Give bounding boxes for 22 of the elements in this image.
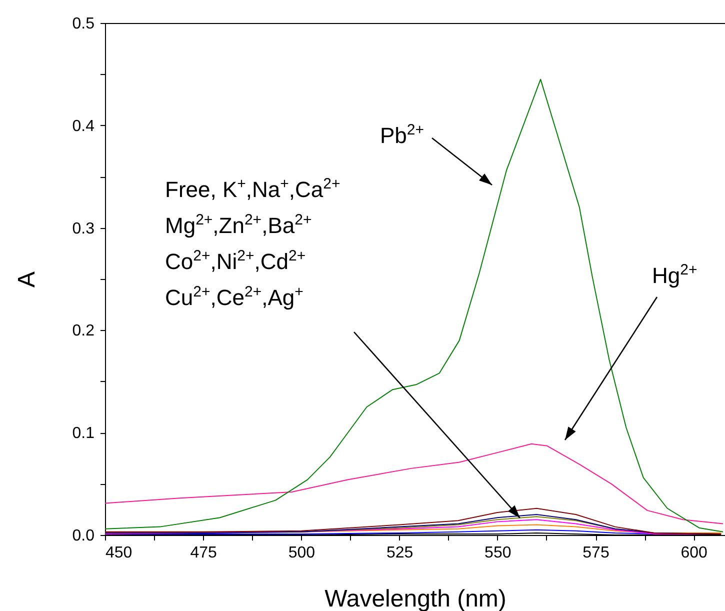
annotation: Free, K$^{+}$,Na$^{+}$,Ca$^{2+}$ [165,174,340,204]
line-series [105,443,724,524]
line-series [105,78,724,532]
annotation: Hg$^{2+}$ [652,260,698,290]
annotation: Cu$^{2+}$,Ce$^{2+}$,Ag$^{+}$ [165,282,304,312]
y-axis-title: A [14,271,40,288]
x-tick-label: 575 [582,544,610,562]
x-tick-label: 475 [190,544,218,562]
y-tick-label: 0.4 [72,118,95,135]
y-tick-label: 0.0 [72,528,95,544]
x-tick-label: 450 [106,544,132,562]
x-tick-label: 550 [484,544,512,562]
x-tick-label: 600 [680,544,708,562]
y-tick-label: 0.1 [72,425,95,442]
annotation: Pb$^{2+}$ [380,120,424,150]
x-tick-label: 525 [386,544,414,562]
annotation: Co$^{2+}$,Ni$^{2+}$,Cd$^{2+}$ [165,246,306,276]
x-tick-label: 500 [288,544,316,562]
y-tick-label: 0.5 [72,16,95,32]
y-tick-label: 0.3 [72,220,95,238]
y-tick-label: 0.2 [72,322,95,340]
annotation: Mg$^{2+}$,Zn$^{2+}$,Ba$^{2+}$ [165,210,312,240]
